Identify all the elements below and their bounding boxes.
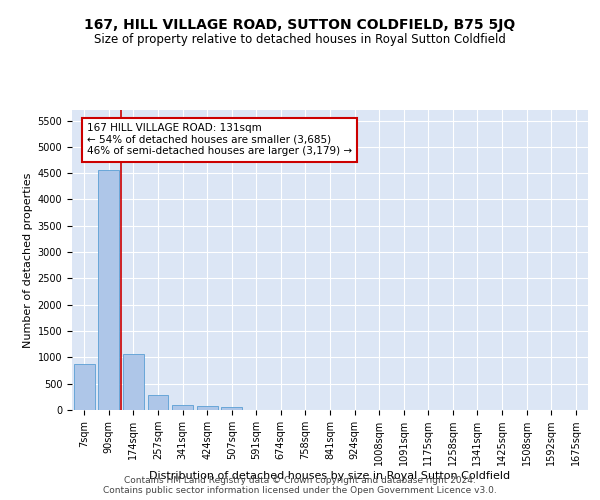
Bar [74,364,95,410]
Y-axis label: Number of detached properties: Number of detached properties [23,172,34,348]
Bar [172,406,193,410]
Text: 167, HILL VILLAGE ROAD, SUTTON COLDFIELD, B75 5JQ: 167, HILL VILLAGE ROAD, SUTTON COLDFIELD… [85,18,515,32]
Bar [221,407,242,410]
Text: Contains HM Land Registry data © Crown copyright and database right 2024.
Contai: Contains HM Land Registry data © Crown c… [103,476,497,495]
X-axis label: Distribution of detached houses by size in Royal Sutton Coldfield: Distribution of detached houses by size … [149,471,511,481]
Bar [148,396,169,410]
Text: Size of property relative to detached houses in Royal Sutton Coldfield: Size of property relative to detached ho… [94,32,506,46]
Text: 167 HILL VILLAGE ROAD: 131sqm
← 54% of detached houses are smaller (3,685)
46% o: 167 HILL VILLAGE ROAD: 131sqm ← 54% of d… [87,123,352,156]
Bar [98,170,119,410]
Bar [123,354,144,410]
Bar [197,406,218,410]
